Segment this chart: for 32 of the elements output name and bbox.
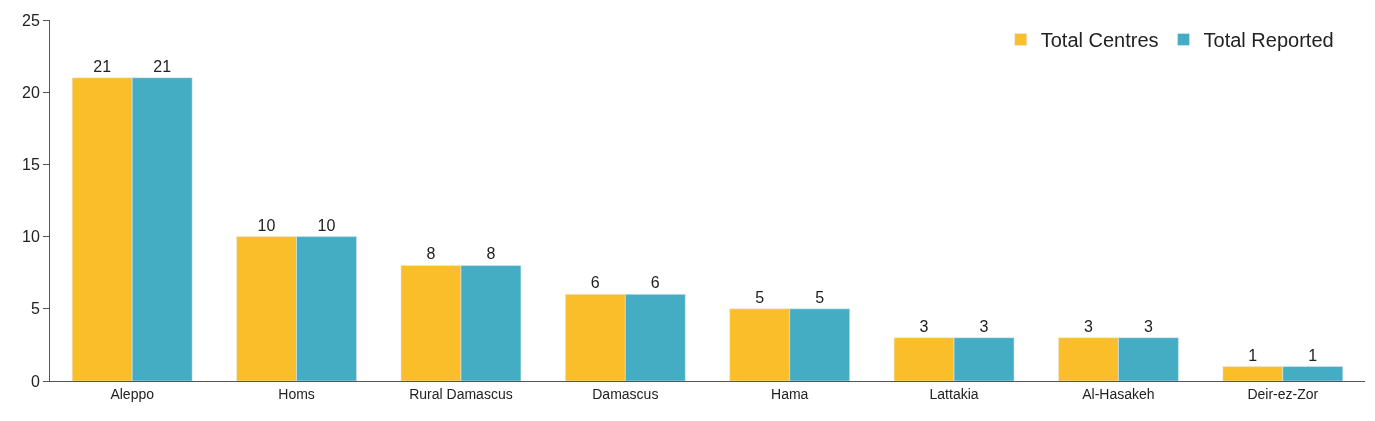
data-label: 3	[979, 317, 989, 335]
x-tick-label: Rural Damascus	[409, 385, 513, 402]
data-label: 5	[755, 288, 765, 306]
x-tick-label: Aleppo	[110, 385, 155, 402]
y-tick-label: 15	[22, 156, 40, 173]
legend-label: Total Reported	[1203, 29, 1334, 52]
data-label: 6	[650, 274, 660, 292]
data-label: 1	[1248, 346, 1258, 364]
data-label: 3	[1143, 317, 1153, 335]
data-label: 3	[1083, 317, 1093, 335]
y-tick-label: 25	[22, 11, 40, 29]
legend-label: Total Centres	[1040, 29, 1159, 52]
x-tick-label: Deir-ez-Zor	[1247, 385, 1319, 402]
data-label: 6	[590, 274, 600, 292]
y-tick-label: 5	[30, 300, 40, 318]
data-label: 8	[426, 245, 436, 263]
data-label: 5	[815, 288, 825, 306]
y-tick-label: 10	[22, 228, 40, 246]
x-tick-label: Hama	[771, 385, 809, 402]
data-label: 10	[257, 216, 276, 234]
x-tick-label: Al-Hasakeh	[1082, 385, 1155, 402]
data-label: 3	[919, 317, 929, 335]
y-tick-label: 0	[30, 372, 40, 390]
data-label: 8	[486, 245, 496, 263]
x-tick-label: Lattakia	[929, 385, 979, 402]
data-label: 10	[317, 216, 336, 234]
y-tick-label: 20	[22, 83, 40, 101]
data-label: 21	[153, 57, 172, 75]
data-label: 21	[93, 57, 112, 75]
x-tick-label: Homs	[278, 385, 315, 402]
data-label: 1	[1308, 346, 1318, 364]
x-tick-label: Damascus	[592, 385, 659, 402]
